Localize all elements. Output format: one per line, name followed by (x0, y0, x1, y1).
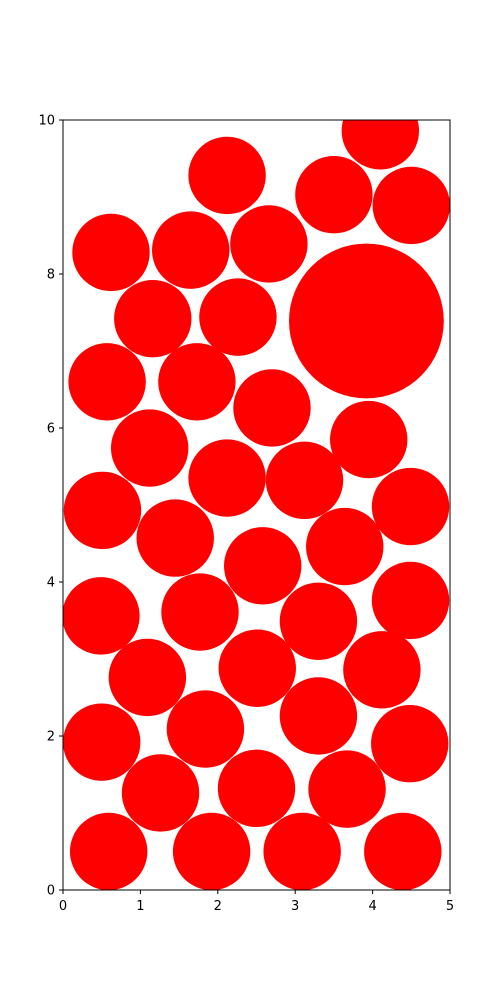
circle-point-12 (158, 343, 236, 421)
x-tick-label: 4 (368, 899, 376, 914)
circle-point-30 (279, 677, 358, 755)
circle-point-13 (233, 369, 311, 447)
circle-point-31 (166, 690, 245, 768)
circle-point-9 (114, 279, 192, 358)
circle-point-11 (68, 343, 146, 421)
circle-point-10 (199, 278, 277, 356)
circle-point-5 (72, 213, 150, 292)
circle-point-4 (372, 166, 450, 245)
circle-point-21 (306, 507, 384, 586)
x-tick-label: 5 (446, 899, 454, 914)
circle-point-19 (371, 467, 450, 546)
x-tick-label: 3 (291, 899, 299, 914)
circle-point-20 (136, 499, 214, 577)
circle-point-7 (230, 205, 308, 283)
y-tick-label: 6 (47, 422, 55, 437)
circle-point-23 (63, 577, 140, 655)
circle-point-22 (223, 527, 302, 605)
circle-point-14 (330, 400, 408, 479)
x-tick-label: 2 (214, 899, 222, 914)
circle-point-18 (63, 471, 142, 550)
circle-point-32 (63, 703, 141, 781)
y-tick-label: 2 (47, 730, 55, 745)
y-axis: 0 2 4 6 8 10 (38, 114, 63, 899)
x-tick-label: 1 (136, 899, 144, 914)
x-tick-label: 0 (59, 899, 67, 914)
circle-point-24 (161, 573, 239, 651)
circle-point-1 (341, 120, 420, 170)
axes-frame (62, 119, 451, 891)
circle-point-29 (108, 638, 187, 717)
circle-point-2 (188, 136, 266, 215)
circle-point-8 (289, 243, 444, 399)
circle-point-38 (172, 812, 251, 890)
y-tick-label: 10 (38, 114, 55, 129)
circle-point-17 (265, 441, 344, 520)
circle-point-40 (364, 812, 442, 890)
circle-point-6 (152, 211, 230, 289)
circle-point-15 (110, 409, 189, 487)
circle-point-35 (217, 749, 296, 828)
circle-point-25 (371, 561, 450, 640)
y-tick-label: 4 (47, 576, 55, 591)
circle-point-39 (263, 812, 341, 890)
y-tick-label: 0 (47, 884, 55, 899)
x-axis: 0 1 2 3 4 5 (59, 890, 454, 914)
circle-point-33 (371, 705, 449, 783)
circle-point-16 (188, 439, 266, 517)
circle-point-37 (69, 812, 148, 890)
y-tick-label: 8 (47, 268, 55, 283)
plot-area (63, 120, 450, 890)
circle-point-28 (343, 631, 421, 709)
circle-point-36 (308, 750, 386, 828)
circle-point-26 (279, 582, 358, 660)
circle-point-3 (295, 155, 373, 234)
circle-point-34 (121, 754, 200, 832)
circle-point-27 (218, 629, 296, 707)
